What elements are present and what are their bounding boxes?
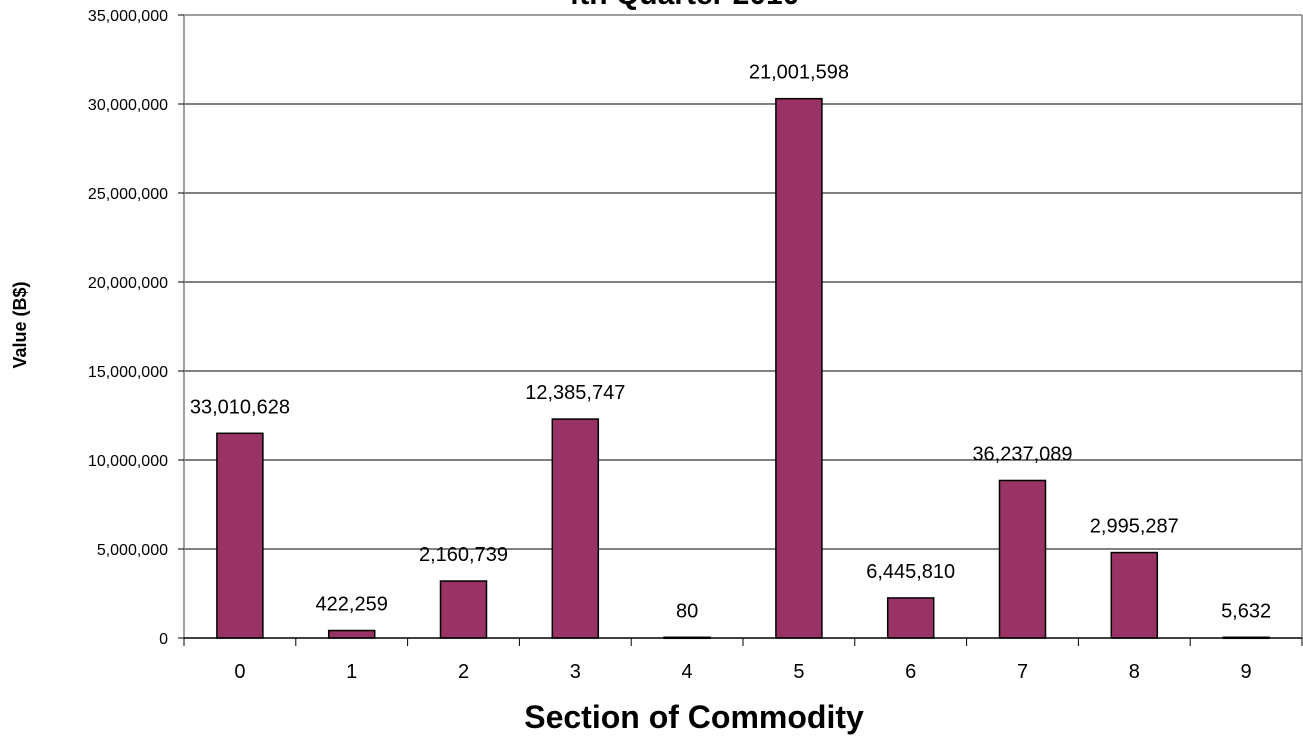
x-tick-label: 5	[793, 661, 804, 683]
y-tick-label: 5,000,000	[97, 542, 168, 559]
x-tick-label: 6	[905, 661, 916, 683]
y-axis: 0 5,000,000 10,000,000 15,000,000 20,000,000…	[88, 8, 184, 648]
y-tick-label: 10,000,000	[88, 453, 168, 470]
x-tick-label: 1	[346, 661, 357, 683]
data-label: 5,632	[1221, 600, 1271, 622]
bar-3	[551, 418, 600, 639]
data-label: 2,995,287	[1090, 516, 1179, 538]
x-tick-label: 8	[1129, 661, 1140, 683]
data-label: 2,160,739	[419, 544, 508, 566]
x-tick-label: 0	[234, 661, 245, 683]
y-tick-label: 0	[159, 631, 168, 648]
x-axis: 0 1 2 3 4 5 6 7 8 9	[183, 637, 1303, 683]
chart-title: 4th Quarter 2010	[563, 0, 800, 11]
gridlines	[184, 14, 1302, 550]
bar-5	[775, 97, 823, 639]
x-tick-label: 3	[570, 661, 581, 683]
x-tick-label: 2	[458, 661, 469, 683]
bar-8	[1110, 551, 1159, 639]
y-tick-label: 25,000,000	[88, 186, 168, 203]
data-label: 80	[676, 600, 698, 622]
data-label: 36,237,089	[972, 443, 1072, 465]
bar-2	[439, 580, 488, 639]
data-label: 6,445,810	[866, 561, 955, 583]
y-tick-label: 15,000,000	[88, 364, 168, 381]
x-tick-label: 7	[1017, 661, 1028, 683]
bars	[216, 97, 1270, 640]
bar-0	[216, 432, 264, 639]
x-tick-label: 4	[682, 661, 693, 683]
bar-1	[327, 629, 376, 639]
y-axis-label: Value (B$)	[10, 281, 30, 368]
data-label: 21,001,598	[749, 62, 849, 84]
y-tick-label: 35,000,000	[88, 8, 168, 25]
data-label: 12,385,747	[525, 382, 625, 404]
bar-7	[998, 479, 1047, 639]
x-axis-label: Section of Commodity	[524, 699, 864, 735]
data-labels: 33,010,628 422,259 2,160,739 12,385,747 80 21…	[190, 62, 1271, 623]
y-tick-label: 20,000,000	[88, 275, 168, 292]
x-tick-label: 9	[1241, 661, 1252, 683]
bar-6	[886, 597, 935, 639]
data-label: 33,010,628	[190, 396, 290, 418]
data-label: 422,259	[316, 594, 388, 616]
y-tick-label: 30,000,000	[88, 97, 168, 114]
plot-area	[183, 14, 1303, 638]
